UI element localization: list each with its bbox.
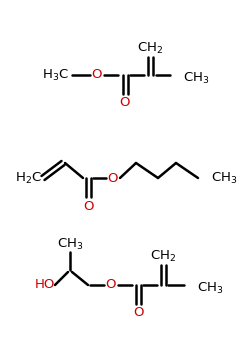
Text: $\mathsf{CH_3}$: $\mathsf{CH_3}$ <box>183 70 210 85</box>
Text: $\mathsf{CH_3}$: $\mathsf{CH_3}$ <box>57 237 83 252</box>
Text: $\mathsf{CH_2}$: $\mathsf{CH_2}$ <box>150 248 176 264</box>
Text: $\mathsf{CH_3}$: $\mathsf{CH_3}$ <box>197 280 224 295</box>
Text: $\mathsf{CH_2}$: $\mathsf{CH_2}$ <box>137 41 163 56</box>
Text: O: O <box>106 279 116 292</box>
Text: O: O <box>92 69 102 82</box>
Text: O: O <box>83 199 93 212</box>
Text: $\mathsf{H_3C}$: $\mathsf{H_3C}$ <box>42 68 68 83</box>
Text: $\mathsf{H_2C}$: $\mathsf{H_2C}$ <box>14 170 42 186</box>
Text: O: O <box>108 172 118 184</box>
Text: O: O <box>133 307 143 320</box>
Text: $\mathsf{CH_3}$: $\mathsf{CH_3}$ <box>211 170 238 186</box>
Text: O: O <box>120 97 130 110</box>
Text: HO: HO <box>35 279 55 292</box>
